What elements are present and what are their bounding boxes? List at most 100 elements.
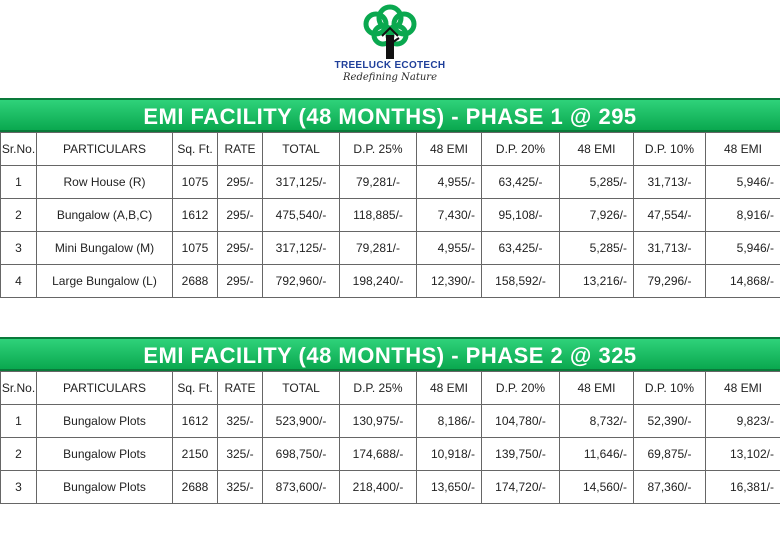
cell-emi2: 14,560/- bbox=[559, 470, 634, 504]
cell-emi3: 5,946/- bbox=[705, 165, 780, 199]
col-header-emi3: 48 EMI bbox=[705, 132, 780, 166]
logo: TREELUCK ECOTECH Redefining Nature bbox=[330, 2, 450, 92]
col-header-particulars: PARTICULARS bbox=[36, 371, 173, 405]
cell-dp25: 118,885/- bbox=[339, 198, 417, 232]
cell-sr: 3 bbox=[0, 231, 37, 265]
phase2-table: Sr.No. PARTICULARS Sq. Ft. RATE TOTAL D.… bbox=[0, 371, 780, 504]
cell-dp25: 79,281/- bbox=[339, 231, 417, 265]
table-row: 4 Large Bungalow (L) 2688 295/- 792,960/… bbox=[0, 264, 780, 298]
col-header-sr: Sr.No. bbox=[0, 371, 37, 405]
cell-sqft: 1075 bbox=[172, 165, 218, 199]
cell-dp10: 69,875/- bbox=[633, 437, 706, 471]
cell-emi1: 4,955/- bbox=[416, 231, 482, 265]
col-header-sqft: Sq. Ft. bbox=[172, 371, 218, 405]
cell-rate: 325/- bbox=[217, 437, 263, 471]
col-header-rate: RATE bbox=[217, 132, 263, 166]
phase1-table: Sr.No. PARTICULARS Sq. Ft. RATE TOTAL D.… bbox=[0, 132, 780, 298]
cell-rate: 295/- bbox=[217, 165, 263, 199]
cell-dp20: 63,425/- bbox=[481, 165, 560, 199]
col-header-emi2: 48 EMI bbox=[559, 132, 634, 166]
col-header-total: TOTAL bbox=[262, 371, 340, 405]
table-row: 2 Bungalow (A,B,C) 1612 295/- 475,540/- … bbox=[0, 198, 780, 232]
cell-dp20: 95,108/- bbox=[481, 198, 560, 232]
col-header-particulars: PARTICULARS bbox=[36, 132, 173, 166]
cell-emi3: 9,823/- bbox=[705, 404, 780, 438]
col-header-sr: Sr.No. bbox=[0, 132, 37, 166]
cell-sr: 2 bbox=[0, 437, 37, 471]
cell-emi3: 14,868/- bbox=[705, 264, 780, 298]
cell-particulars: Bungalow Plots bbox=[36, 404, 173, 438]
cell-sr: 2 bbox=[0, 198, 37, 232]
cell-rate: 325/- bbox=[217, 470, 263, 504]
cell-sr: 4 bbox=[0, 264, 37, 298]
cell-particulars: Bungalow Plots bbox=[36, 437, 173, 471]
table-row: 1 Row House (R) 1075 295/- 317,125/- 79,… bbox=[0, 165, 780, 199]
cell-dp20: 158,592/- bbox=[481, 264, 560, 298]
cell-particulars: Mini Bungalow (M) bbox=[36, 231, 173, 265]
col-header-dp20: D.P. 20% bbox=[481, 132, 560, 166]
cell-total: 317,125/- bbox=[262, 231, 340, 265]
phase1-title: EMI FACILITY (48 MONTHS) - PHASE 1 @ 295 bbox=[0, 98, 780, 132]
cell-dp25: 174,688/- bbox=[339, 437, 417, 471]
cell-emi2: 8,732/- bbox=[559, 404, 634, 438]
cell-dp20: 63,425/- bbox=[481, 231, 560, 265]
col-header-dp25: D.P. 25% bbox=[339, 132, 417, 166]
col-header-emi1: 48 EMI bbox=[416, 132, 482, 166]
cell-emi1: 12,390/- bbox=[416, 264, 482, 298]
table-row: 1 Bungalow Plots 1612 325/- 523,900/- 13… bbox=[0, 404, 780, 438]
col-header-emi1: 48 EMI bbox=[416, 371, 482, 405]
phase2-title: EMI FACILITY (48 MONTHS) - PHASE 2 @ 325 bbox=[0, 337, 780, 371]
cell-dp25: 198,240/- bbox=[339, 264, 417, 298]
col-header-dp25: D.P. 25% bbox=[339, 371, 417, 405]
cell-dp10: 47,554/- bbox=[633, 198, 706, 232]
cell-dp10: 31,713/- bbox=[633, 165, 706, 199]
cell-emi2: 5,285/- bbox=[559, 165, 634, 199]
cell-emi1: 10,918/- bbox=[416, 437, 482, 471]
cell-total: 873,600/- bbox=[262, 470, 340, 504]
cell-emi3: 13,102/- bbox=[705, 437, 780, 471]
cell-sqft: 1612 bbox=[172, 404, 218, 438]
cell-emi2: 7,926/- bbox=[559, 198, 634, 232]
phase1-header-row: Sr.No. PARTICULARS Sq. Ft. RATE TOTAL D.… bbox=[0, 132, 780, 166]
cell-particulars: Bungalow Plots bbox=[36, 470, 173, 504]
cell-emi2: 13,216/- bbox=[559, 264, 634, 298]
cell-dp20: 174,720/- bbox=[481, 470, 560, 504]
col-header-dp10: D.P. 10% bbox=[633, 132, 706, 166]
cell-emi1: 4,955/- bbox=[416, 165, 482, 199]
brand-name: TREELUCK ECOTECH bbox=[334, 60, 446, 71]
col-header-sqft: Sq. Ft. bbox=[172, 132, 218, 166]
cell-dp25: 130,975/- bbox=[339, 404, 417, 438]
phase1-section: EMI FACILITY (48 MONTHS) - PHASE 1 @ 295… bbox=[0, 98, 780, 298]
col-header-total: TOTAL bbox=[262, 132, 340, 166]
cell-dp25: 218,400/- bbox=[339, 470, 417, 504]
table-row: 3 Mini Bungalow (M) 1075 295/- 317,125/-… bbox=[0, 231, 780, 265]
cell-emi3: 8,916/- bbox=[705, 198, 780, 232]
cell-rate: 295/- bbox=[217, 264, 263, 298]
tree-house-icon bbox=[363, 4, 417, 59]
cell-particulars: Large Bungalow (L) bbox=[36, 264, 173, 298]
cell-rate: 295/- bbox=[217, 198, 263, 232]
cell-sqft: 1612 bbox=[172, 198, 218, 232]
cell-sqft: 2688 bbox=[172, 264, 218, 298]
cell-emi3: 16,381/- bbox=[705, 470, 780, 504]
table-row: 3 Bungalow Plots 2688 325/- 873,600/- 21… bbox=[0, 470, 780, 504]
cell-total: 523,900/- bbox=[262, 404, 340, 438]
cell-total: 317,125/- bbox=[262, 165, 340, 199]
cell-particulars: Bungalow (A,B,C) bbox=[36, 198, 173, 232]
col-header-rate: RATE bbox=[217, 371, 263, 405]
cell-sr: 1 bbox=[0, 404, 37, 438]
cell-emi1: 7,430/- bbox=[416, 198, 482, 232]
col-header-emi2: 48 EMI bbox=[559, 371, 634, 405]
col-header-emi3: 48 EMI bbox=[705, 371, 780, 405]
cell-rate: 295/- bbox=[217, 231, 263, 265]
cell-sqft: 2688 bbox=[172, 470, 218, 504]
table-row: 2 Bungalow Plots 2150 325/- 698,750/- 17… bbox=[0, 437, 780, 471]
col-header-dp20: D.P. 20% bbox=[481, 371, 560, 405]
cell-emi1: 8,186/- bbox=[416, 404, 482, 438]
phase2-header-row: Sr.No. PARTICULARS Sq. Ft. RATE TOTAL D.… bbox=[0, 371, 780, 405]
cell-emi2: 11,646/- bbox=[559, 437, 634, 471]
cell-emi2: 5,285/- bbox=[559, 231, 634, 265]
cell-particulars: Row House (R) bbox=[36, 165, 173, 199]
cell-total: 475,540/- bbox=[262, 198, 340, 232]
cell-total: 698,750/- bbox=[262, 437, 340, 471]
